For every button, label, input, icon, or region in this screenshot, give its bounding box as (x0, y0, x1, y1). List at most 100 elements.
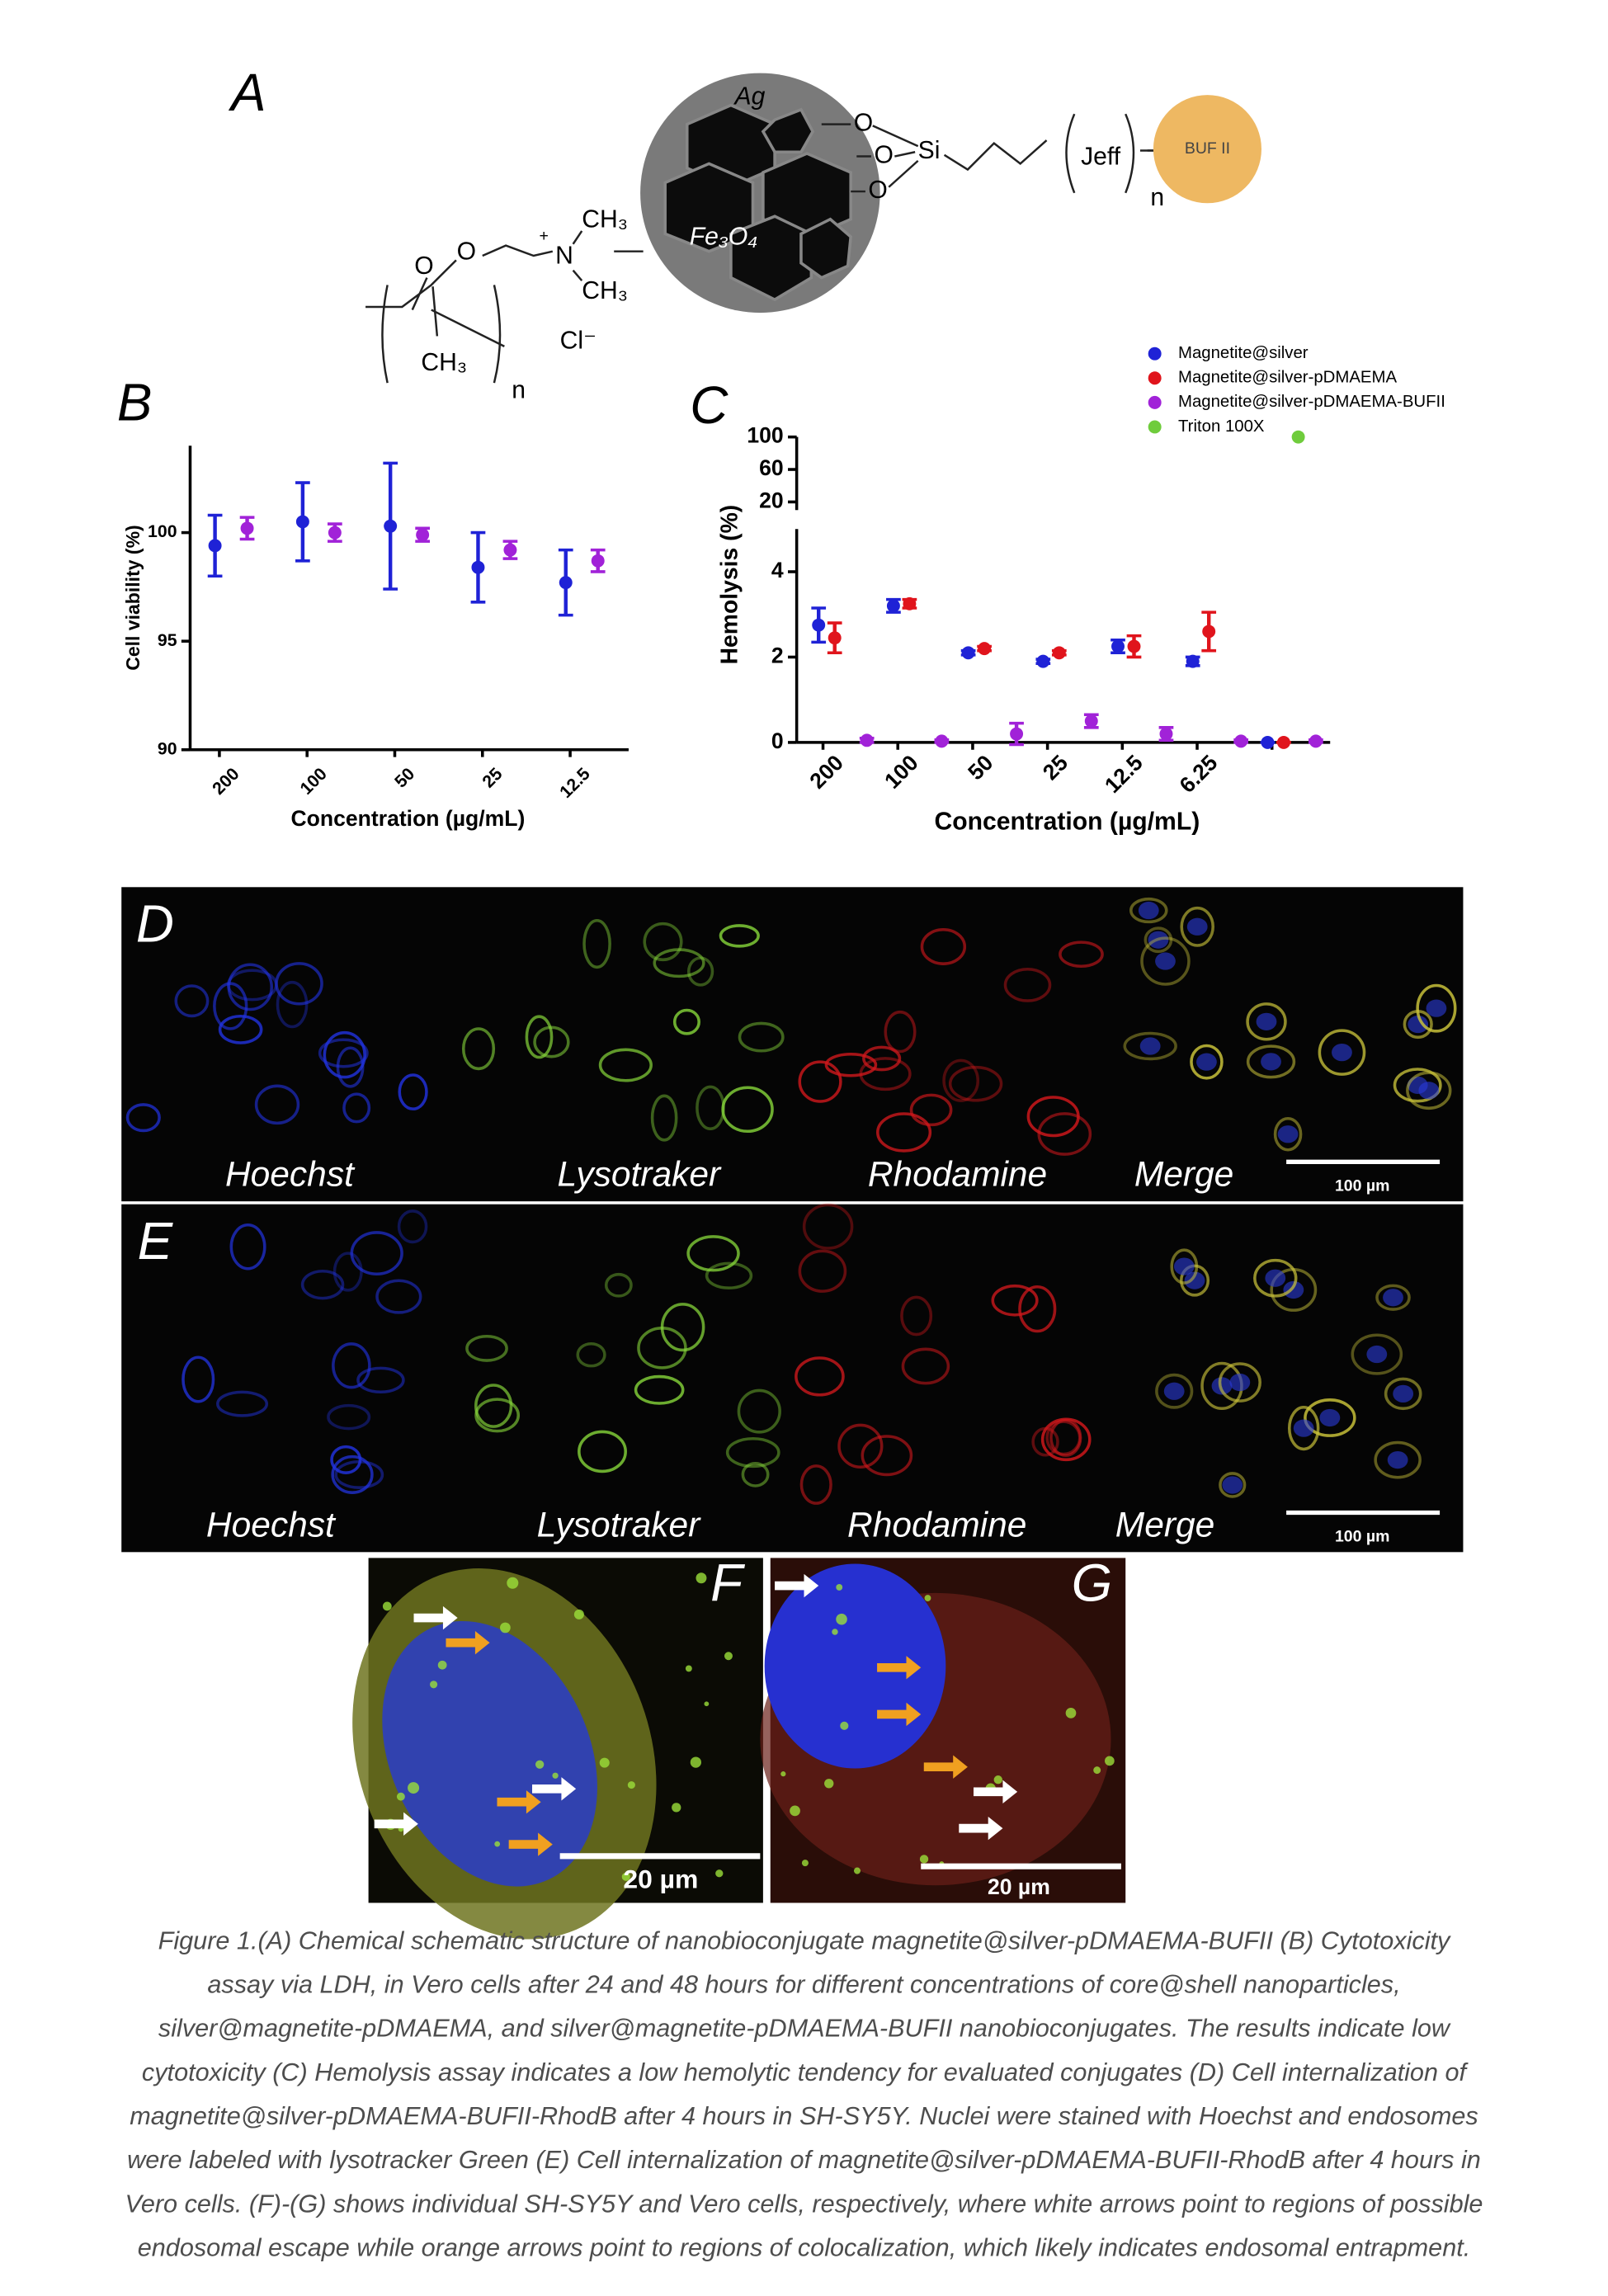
chem-label: BUF II (1185, 139, 1230, 158)
y-tick-label: 4 (771, 558, 784, 582)
cell (901, 1347, 950, 1385)
cell (397, 1209, 428, 1244)
y-tick-label: 95 (158, 630, 177, 650)
vesicle (1065, 1708, 1077, 1718)
cell (1246, 1044, 1296, 1079)
data-point (1202, 625, 1216, 639)
nucleus (1418, 1082, 1440, 1100)
arrow (877, 1656, 922, 1680)
legend-marker (1148, 347, 1162, 361)
cell (1179, 1264, 1210, 1297)
chem-label: n (512, 377, 526, 404)
nucleus (1261, 1053, 1281, 1071)
vesicle (500, 1622, 511, 1634)
cell (275, 962, 323, 1006)
chem-label: O (875, 142, 894, 169)
cell (650, 1094, 678, 1142)
channel-label: Hoechst (225, 1155, 356, 1194)
cell (1318, 1029, 1366, 1076)
cell (884, 1010, 917, 1054)
cell (375, 1279, 422, 1314)
cell (332, 1252, 363, 1292)
vesicle (715, 1869, 724, 1878)
cell (1253, 1258, 1298, 1298)
cell (798, 1060, 842, 1103)
vesicle (780, 1771, 786, 1777)
micrographs: Hoechst Lysotraker Rhodamine Merge D 100 µm Ho… (121, 887, 1464, 1940)
cell (300, 1270, 345, 1300)
vesicle (832, 1629, 838, 1635)
cell (318, 1038, 369, 1068)
cell (1180, 906, 1214, 947)
cell (1190, 1044, 1224, 1080)
vesicle (430, 1681, 438, 1689)
cell (331, 1454, 374, 1494)
cell (474, 1384, 513, 1428)
cell (1406, 1071, 1452, 1110)
nucleus (1265, 1269, 1286, 1287)
cell (909, 1093, 953, 1127)
cell (1374, 1440, 1422, 1479)
nucleus (1383, 1289, 1403, 1307)
panel-label: F (710, 1553, 745, 1613)
nucleus (1256, 1012, 1277, 1030)
chem-label: Fe₃O₄ (690, 224, 758, 251)
cell (332, 1342, 371, 1389)
data-point (559, 576, 573, 590)
channel-label: Rhodamine (868, 1155, 1047, 1194)
vesicle (801, 1860, 809, 1867)
data-point (860, 733, 874, 747)
vesicle (535, 1760, 545, 1769)
cell (738, 1021, 785, 1053)
data-point (1276, 735, 1290, 749)
arrow (446, 1630, 490, 1655)
cell (643, 922, 683, 962)
caption: Figure 1.(A) Chemical schematic structur… (125, 1926, 1483, 2261)
nucleus (1387, 1450, 1408, 1469)
cell (660, 1303, 705, 1352)
channel-label: Merge (1134, 1155, 1233, 1194)
chem-label: Cl⁻ (560, 327, 597, 354)
cell (398, 1073, 428, 1110)
chem-label: O (414, 252, 433, 280)
cell (327, 1403, 371, 1431)
nucleus (1332, 1043, 1352, 1062)
caption-line: endosomal escape while orange arrows poi… (138, 2233, 1471, 2261)
data-point (295, 515, 309, 529)
cell (900, 1295, 933, 1337)
chem-label: O (457, 238, 476, 265)
data-point (935, 734, 949, 748)
cell (227, 963, 273, 1011)
data-point (328, 526, 342, 540)
arrow (532, 1777, 577, 1801)
vesicle (824, 1779, 834, 1789)
data-point (1084, 714, 1098, 728)
y-tick-label: 2 (771, 643, 784, 667)
nucleus (1426, 999, 1447, 1017)
cell (218, 1014, 263, 1044)
cell (737, 1388, 781, 1434)
channel-label: Merge (1115, 1506, 1214, 1544)
chem-label: O (868, 177, 887, 204)
bufii-circle (1153, 95, 1261, 204)
legend-label: Triton 100X (1178, 417, 1265, 436)
arrow (374, 1812, 418, 1836)
cell (461, 1027, 496, 1071)
x-axis-title: Concentration (µg/mL) (290, 806, 525, 831)
nucleus (382, 1620, 597, 1887)
cell (859, 1057, 912, 1091)
data-point (471, 560, 485, 574)
vesicle (993, 1775, 1002, 1784)
vesicle (1093, 1766, 1101, 1775)
arrow (959, 1816, 1003, 1841)
cell (1031, 1426, 1059, 1457)
cell (350, 1231, 403, 1276)
channel-label: Hoechst (206, 1506, 337, 1544)
data-point (1261, 735, 1275, 749)
scale-bar-label: 20 µm (988, 1874, 1050, 1899)
chem-label: O (854, 110, 873, 137)
cell (216, 1390, 269, 1417)
cell (1049, 1418, 1082, 1457)
nucleus (1173, 1257, 1195, 1275)
